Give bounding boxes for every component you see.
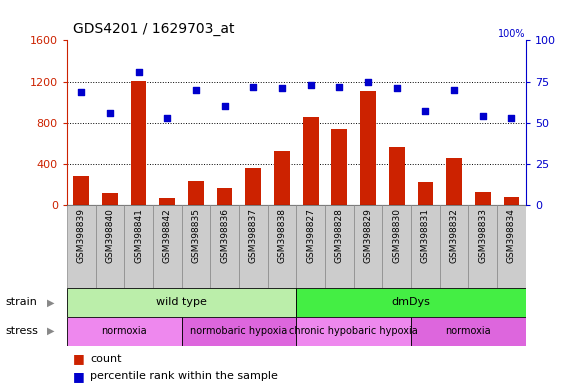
Bar xyxy=(497,205,526,288)
Text: strain: strain xyxy=(6,297,38,308)
Bar xyxy=(274,151,290,205)
Text: ▶: ▶ xyxy=(48,326,55,336)
Bar xyxy=(181,317,296,346)
Bar xyxy=(131,81,146,205)
Point xyxy=(335,83,344,89)
Point xyxy=(77,88,86,94)
Bar xyxy=(440,205,468,288)
Text: dmDys: dmDys xyxy=(392,297,431,308)
Text: GSM398833: GSM398833 xyxy=(478,208,487,263)
Bar xyxy=(181,205,210,288)
Bar xyxy=(360,91,376,205)
Bar xyxy=(411,317,526,346)
Text: GDS4201 / 1629703_at: GDS4201 / 1629703_at xyxy=(73,23,234,36)
Bar xyxy=(159,198,175,205)
Bar xyxy=(188,181,204,205)
Text: GSM398836: GSM398836 xyxy=(220,208,229,263)
Text: ■: ■ xyxy=(73,370,84,383)
Point xyxy=(450,87,459,93)
Bar xyxy=(95,205,124,288)
Bar xyxy=(354,205,382,288)
Point xyxy=(392,85,401,91)
Text: count: count xyxy=(90,354,121,364)
Bar xyxy=(210,205,239,288)
Bar xyxy=(102,193,118,205)
Text: GSM398841: GSM398841 xyxy=(134,208,143,263)
Bar xyxy=(325,205,354,288)
Text: GSM398832: GSM398832 xyxy=(450,208,458,263)
Text: GSM398835: GSM398835 xyxy=(191,208,200,263)
Text: percentile rank within the sample: percentile rank within the sample xyxy=(90,371,278,381)
Point xyxy=(363,79,372,85)
Text: GSM398827: GSM398827 xyxy=(306,208,315,263)
Text: GSM398837: GSM398837 xyxy=(249,208,258,263)
Text: GSM398838: GSM398838 xyxy=(278,208,286,263)
Text: normoxia: normoxia xyxy=(101,326,147,336)
Bar xyxy=(475,192,491,205)
Bar xyxy=(124,205,153,288)
Text: GSM398834: GSM398834 xyxy=(507,208,516,263)
Bar xyxy=(303,117,318,205)
Bar xyxy=(468,205,497,288)
Text: ■: ■ xyxy=(73,353,84,366)
Bar xyxy=(67,288,296,317)
Text: GSM398831: GSM398831 xyxy=(421,208,430,263)
Text: 100%: 100% xyxy=(498,29,526,39)
Bar xyxy=(418,182,433,205)
Text: normobaric hypoxia: normobaric hypoxia xyxy=(191,326,288,336)
Bar xyxy=(382,205,411,288)
Text: ▶: ▶ xyxy=(48,297,55,308)
Bar xyxy=(67,317,181,346)
Bar xyxy=(389,147,404,205)
Point xyxy=(277,85,286,91)
Text: normoxia: normoxia xyxy=(446,326,492,336)
Bar xyxy=(331,129,347,205)
Bar xyxy=(153,205,182,288)
Bar xyxy=(446,158,462,205)
Text: GSM398830: GSM398830 xyxy=(392,208,401,263)
Bar xyxy=(73,175,89,205)
Point xyxy=(105,110,114,116)
Point xyxy=(507,115,516,121)
Bar xyxy=(268,205,296,288)
Text: GSM398842: GSM398842 xyxy=(163,208,172,263)
Point xyxy=(163,115,172,121)
Bar xyxy=(296,205,325,288)
Text: GSM398839: GSM398839 xyxy=(77,208,85,263)
Text: chronic hypobaric hypoxia: chronic hypobaric hypoxia xyxy=(289,326,418,336)
Text: stress: stress xyxy=(6,326,39,336)
Bar xyxy=(296,288,526,317)
Bar xyxy=(245,168,261,205)
Bar xyxy=(296,317,411,346)
Bar xyxy=(504,197,519,205)
Point xyxy=(220,103,229,109)
Text: wild type: wild type xyxy=(156,297,207,308)
Text: GSM398828: GSM398828 xyxy=(335,208,344,263)
Point xyxy=(421,108,430,114)
Bar xyxy=(239,205,268,288)
Point xyxy=(134,69,143,75)
Point xyxy=(478,113,487,119)
Point xyxy=(249,83,258,89)
Bar xyxy=(411,205,440,288)
Text: GSM398840: GSM398840 xyxy=(105,208,114,263)
Point xyxy=(191,87,200,93)
Text: GSM398829: GSM398829 xyxy=(364,208,372,263)
Bar xyxy=(67,205,95,288)
Point xyxy=(306,82,315,88)
Bar xyxy=(217,188,232,205)
